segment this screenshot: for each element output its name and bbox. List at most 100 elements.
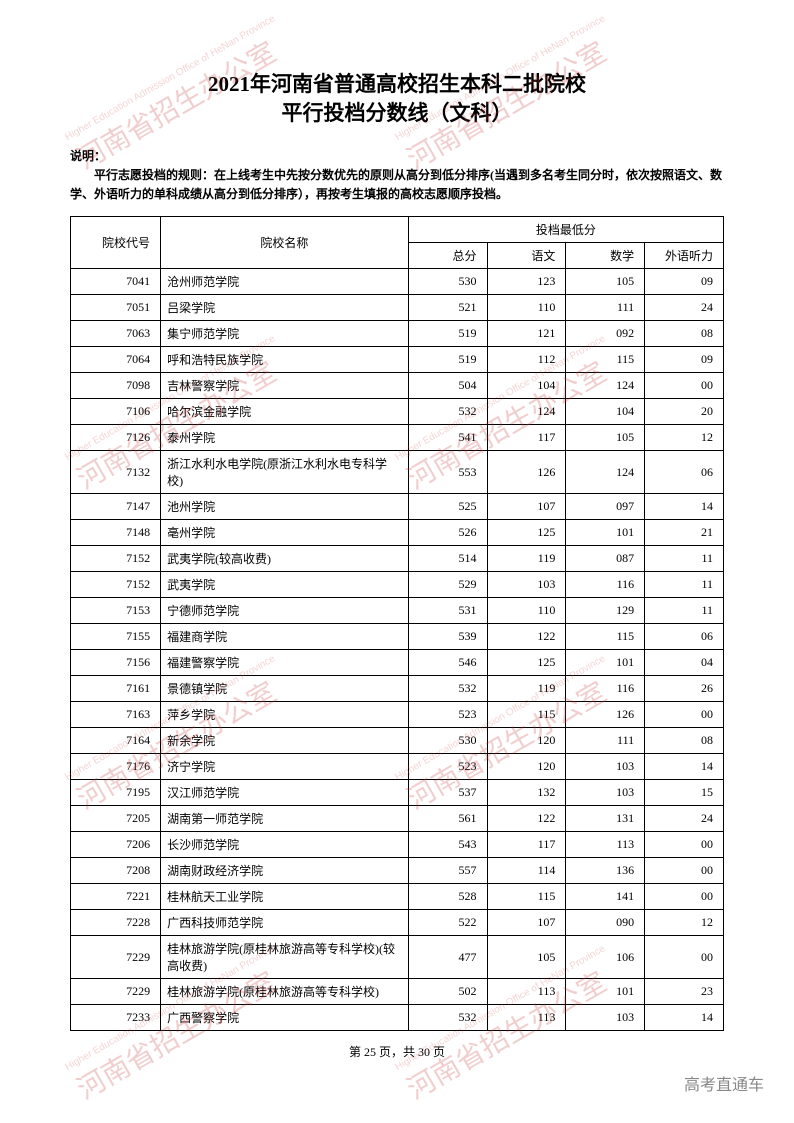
cell-total: 519 [408, 321, 487, 347]
cell-total: 529 [408, 572, 487, 598]
cell-code: 7098 [71, 373, 161, 399]
cell-listening: 26 [645, 676, 724, 702]
cell-math: 103 [566, 780, 645, 806]
cell-name: 景德镇学院 [161, 676, 409, 702]
cell-math: 129 [566, 598, 645, 624]
table-row: 7064呼和浩特民族学院51911211509 [71, 347, 724, 373]
cell-code: 7106 [71, 399, 161, 425]
cell-chinese: 125 [487, 650, 566, 676]
table-row: 7229桂林旅游学院(原桂林旅游高等专科学校)50211310123 [71, 979, 724, 1005]
cell-total: 541 [408, 425, 487, 451]
cell-listening: 09 [645, 347, 724, 373]
cell-code: 7233 [71, 1005, 161, 1031]
cell-listening: 14 [645, 754, 724, 780]
cell-math: 090 [566, 910, 645, 936]
cell-chinese: 115 [487, 702, 566, 728]
cell-total: 561 [408, 806, 487, 832]
cell-chinese: 107 [487, 494, 566, 520]
cell-math: 105 [566, 425, 645, 451]
cell-chinese: 114 [487, 858, 566, 884]
cell-chinese: 117 [487, 832, 566, 858]
cell-chinese: 126 [487, 451, 566, 494]
cell-math: 126 [566, 702, 645, 728]
cell-name: 泰州学院 [161, 425, 409, 451]
intro-block: 说明： 平行志愿投档的规则：在上线考生中先按分数优先的原则从高分到低分排序(当遇… [70, 147, 724, 205]
cell-math: 105 [566, 269, 645, 295]
footer-brand: 高考直通车 [684, 1071, 764, 1095]
cell-code: 7041 [71, 269, 161, 295]
intro-label: 说明： [70, 147, 724, 166]
cell-listening: 21 [645, 520, 724, 546]
cell-code: 7153 [71, 598, 161, 624]
cell-listening: 14 [645, 1005, 724, 1031]
cell-listening: 14 [645, 494, 724, 520]
col-header-total: 总分 [408, 243, 487, 269]
cell-chinese: 121 [487, 321, 566, 347]
table-row: 7106哈尔滨金融学院53212410420 [71, 399, 724, 425]
cell-name: 呼和浩特民族学院 [161, 347, 409, 373]
cell-chinese: 110 [487, 295, 566, 321]
cell-listening: 24 [645, 295, 724, 321]
cell-code: 7205 [71, 806, 161, 832]
cell-name: 汉江师范学院 [161, 780, 409, 806]
cell-math: 141 [566, 884, 645, 910]
col-header-math: 数学 [566, 243, 645, 269]
cell-code: 7156 [71, 650, 161, 676]
cell-chinese: 110 [487, 598, 566, 624]
cell-chinese: 119 [487, 546, 566, 572]
cell-listening: 11 [645, 572, 724, 598]
cell-math: 116 [566, 676, 645, 702]
cell-chinese: 104 [487, 373, 566, 399]
cell-total: 537 [408, 780, 487, 806]
cell-name: 哈尔滨金融学院 [161, 399, 409, 425]
title-line-2: 平行投档分数线（文科） [70, 99, 724, 128]
cell-name: 广西警察学院 [161, 1005, 409, 1031]
cell-name: 亳州学院 [161, 520, 409, 546]
cell-code: 7155 [71, 624, 161, 650]
cell-total: 531 [408, 598, 487, 624]
cell-code: 7152 [71, 546, 161, 572]
table-row: 7229桂林旅游学院(原桂林旅游高等专科学校)(较高收费)47710510600 [71, 936, 724, 979]
cell-math: 115 [566, 624, 645, 650]
cell-name: 福建商学院 [161, 624, 409, 650]
table-row: 7147池州学院52510709714 [71, 494, 724, 520]
cell-listening: 06 [645, 451, 724, 494]
cell-name: 桂林旅游学院(原桂林旅游高等专科学校) [161, 979, 409, 1005]
cell-code: 7221 [71, 884, 161, 910]
cell-name: 吕梁学院 [161, 295, 409, 321]
cell-chinese: 113 [487, 1005, 566, 1031]
cell-name: 武夷学院 [161, 572, 409, 598]
cell-name: 福建警察学院 [161, 650, 409, 676]
cell-name: 浙江水利水电学院(原浙江水利水电专科学校) [161, 451, 409, 494]
col-header-score-group: 投档最低分 [408, 217, 723, 243]
cell-math: 136 [566, 858, 645, 884]
cell-name: 池州学院 [161, 494, 409, 520]
cell-listening: 12 [645, 910, 724, 936]
cell-name: 新余学院 [161, 728, 409, 754]
col-header-chinese: 语文 [487, 243, 566, 269]
cell-total: 522 [408, 910, 487, 936]
table-row: 7152武夷学院52910311611 [71, 572, 724, 598]
cell-total: 539 [408, 624, 487, 650]
cell-listening: 15 [645, 780, 724, 806]
cell-total: 530 [408, 728, 487, 754]
cell-total: 519 [408, 347, 487, 373]
cell-math: 101 [566, 520, 645, 546]
cell-listening: 08 [645, 321, 724, 347]
cell-chinese: 112 [487, 347, 566, 373]
cell-code: 7208 [71, 858, 161, 884]
cell-name: 集宁师范学院 [161, 321, 409, 347]
cell-math: 087 [566, 546, 645, 572]
col-header-listening: 外语听力 [645, 243, 724, 269]
cell-name: 湖南第一师范学院 [161, 806, 409, 832]
cell-math: 104 [566, 399, 645, 425]
cell-total: 528 [408, 884, 487, 910]
cell-listening: 12 [645, 425, 724, 451]
cell-code: 7164 [71, 728, 161, 754]
page-title-block: 2021年河南省普通高校招生本科二批院校 平行投档分数线（文科） [70, 70, 724, 129]
cell-code: 7152 [71, 572, 161, 598]
cell-total: 546 [408, 650, 487, 676]
table-row: 7153宁德师范学院53111012911 [71, 598, 724, 624]
cell-name: 武夷学院(较高收费) [161, 546, 409, 572]
cell-math: 124 [566, 373, 645, 399]
